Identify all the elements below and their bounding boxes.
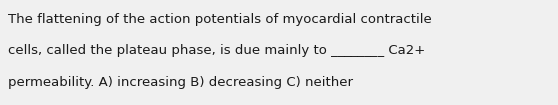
Text: cells, called the plateau phase, is due mainly to ________ Ca2+: cells, called the plateau phase, is due …	[8, 44, 426, 57]
Text: The flattening of the action potentials of myocardial contractile: The flattening of the action potentials …	[8, 13, 432, 26]
Text: permeability. A) increasing B) decreasing C) neither: permeability. A) increasing B) decreasin…	[8, 76, 353, 89]
